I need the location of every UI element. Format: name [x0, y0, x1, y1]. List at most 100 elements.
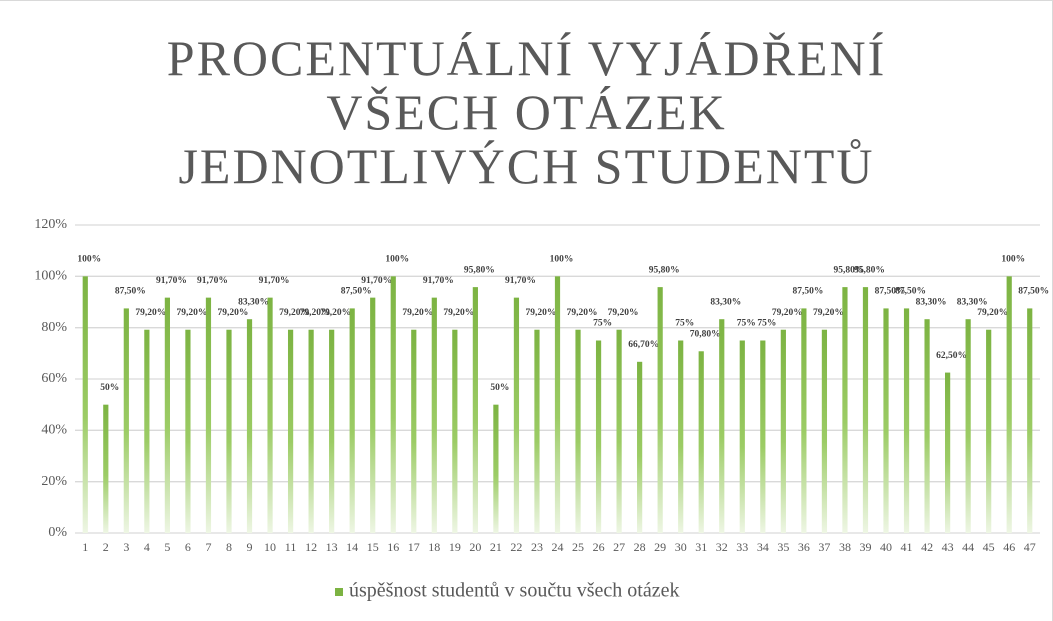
value-label: 87,50%: [1018, 287, 1049, 297]
value-label: 91,70%: [197, 276, 228, 286]
value-label: 79,20%: [567, 308, 598, 318]
bar: [554, 276, 561, 533]
x-tick-label: 10: [264, 540, 276, 554]
value-label: 79,20%: [977, 308, 1008, 318]
value-label: 79,20%: [218, 308, 249, 318]
bar: [103, 404, 109, 533]
value-label: 62,50%: [936, 351, 967, 361]
bar: [82, 276, 88, 533]
x-tick-label: 20: [469, 540, 481, 554]
value-label: 79,20%: [526, 308, 557, 318]
x-tick-label: 4: [144, 540, 150, 554]
bar: [924, 319, 930, 533]
value-label: 91,70%: [361, 276, 392, 286]
x-tick-label: 31: [695, 540, 707, 554]
x-tick-label: 32: [716, 540, 728, 554]
bar: [903, 308, 910, 533]
x-tick-label: 34: [757, 540, 769, 554]
value-label: 87,50%: [115, 287, 146, 297]
bar: [390, 276, 396, 533]
value-label: 95,80%: [854, 265, 885, 275]
x-tick-label: 27: [613, 540, 625, 554]
x-tick-label: 37: [818, 540, 830, 554]
x-tick-label: 15: [367, 540, 379, 554]
value-label: 91,70%: [259, 276, 290, 286]
value-label: 50%: [100, 383, 119, 393]
value-label: 100%: [550, 255, 574, 265]
value-label: 79,20%: [608, 308, 639, 318]
x-tick-label: 8: [226, 540, 232, 554]
bar: [945, 372, 951, 533]
x-tick-label: 30: [675, 540, 687, 554]
bar: [801, 308, 807, 533]
value-label: 83,30%: [916, 297, 947, 307]
x-tick-label: 23: [531, 540, 543, 554]
bar: [513, 297, 520, 533]
value-label: 100%: [385, 255, 409, 265]
bar: [657, 287, 663, 533]
bar: [719, 319, 725, 533]
value-label: 87,50%: [341, 287, 372, 297]
y-tick-label: 80%: [41, 320, 67, 335]
x-tick-label: 24: [552, 540, 564, 554]
value-label: 87,50%: [895, 287, 926, 297]
x-tick-label: 17: [408, 540, 420, 554]
value-label: 75%: [593, 319, 612, 329]
bar: [616, 329, 622, 533]
x-tick-label: 22: [510, 540, 522, 554]
bar: [1027, 308, 1033, 533]
x-tick-label: 7: [205, 540, 211, 554]
value-label: 75%: [757, 319, 776, 329]
x-tick-label: 41: [901, 540, 913, 554]
value-label: 91,70%: [156, 276, 187, 286]
bar: [205, 297, 212, 533]
value-label: 79,20%: [135, 308, 166, 318]
bar: [287, 329, 294, 533]
x-tick-label: 14: [346, 540, 358, 554]
x-tick-label: 3: [123, 540, 129, 554]
bar: [431, 297, 437, 533]
x-tick-label: 42: [921, 540, 933, 554]
x-tick-label: 5: [164, 540, 170, 554]
x-tick-label: 44: [962, 540, 974, 554]
bar: [493, 404, 499, 533]
bar: [411, 329, 417, 533]
value-label: 66,70%: [628, 340, 659, 350]
value-label: 95,80%: [464, 265, 495, 275]
x-tick-label: 9: [247, 540, 253, 554]
y-tick-label: 0%: [48, 525, 67, 540]
bar: [965, 319, 971, 533]
x-tick-label: 16: [387, 540, 399, 554]
bar: [1006, 276, 1012, 533]
bar: [370, 297, 376, 533]
bar: [534, 329, 540, 533]
bar: [821, 329, 828, 533]
value-label: 87,50%: [875, 287, 906, 297]
value-label: 79,20%: [300, 308, 331, 318]
bar: [575, 329, 581, 533]
y-tick-label: 40%: [41, 423, 67, 438]
bar: [472, 287, 478, 533]
bar: [760, 340, 766, 533]
x-tick-label: 6: [185, 540, 191, 554]
x-tick-label: 2: [103, 540, 109, 554]
value-label: 83,30%: [957, 297, 988, 307]
x-tick-label: 47: [1024, 540, 1036, 554]
bar: [698, 351, 704, 533]
y-tick-label: 60%: [41, 371, 67, 386]
x-tick-label: 43: [942, 540, 954, 554]
value-label: 79,20%: [443, 308, 474, 318]
x-tick-label: 21: [490, 540, 502, 554]
value-label: 95,80%: [649, 265, 680, 275]
bar: [144, 329, 150, 533]
x-tick-label: 46: [1003, 540, 1015, 554]
value-label: 87,50%: [792, 287, 823, 297]
x-tick-label: 13: [326, 540, 338, 554]
x-tick-label: 26: [593, 540, 605, 554]
value-label: 79,20%: [320, 308, 351, 318]
value-label: 83,30%: [238, 297, 269, 307]
bar: [637, 361, 643, 533]
bar: [986, 329, 992, 533]
bar: [164, 297, 170, 533]
